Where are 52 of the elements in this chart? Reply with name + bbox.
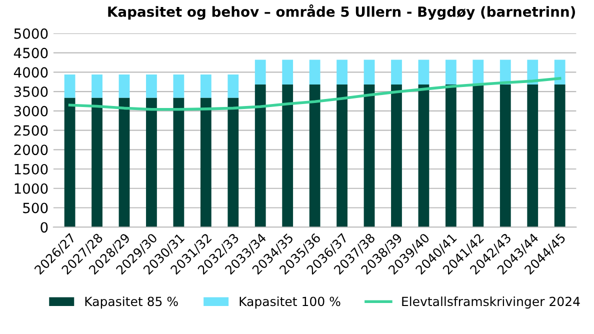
bar bbox=[336, 84, 348, 228]
y-tick-label: 3500 bbox=[14, 86, 48, 97]
bar bbox=[364, 60, 375, 85]
bar bbox=[472, 60, 484, 85]
bar bbox=[282, 60, 294, 85]
y-tick-label: 4500 bbox=[14, 48, 48, 58]
bar bbox=[391, 60, 402, 85]
bar bbox=[336, 60, 348, 85]
bar bbox=[146, 74, 157, 98]
y-tick-label: 2500 bbox=[14, 125, 48, 136]
bar bbox=[118, 98, 130, 228]
bar bbox=[64, 98, 76, 228]
bar bbox=[418, 84, 430, 228]
bar bbox=[173, 74, 184, 98]
y-tick-label: 1000 bbox=[14, 183, 48, 194]
bar bbox=[92, 74, 102, 98]
legend-label: Kapasitet 100 % bbox=[240, 296, 340, 309]
bar bbox=[118, 74, 130, 98]
y-tick-label: 3000 bbox=[14, 106, 48, 116]
bar bbox=[418, 60, 430, 85]
bar bbox=[309, 84, 320, 228]
bar bbox=[254, 84, 266, 228]
y-tick-label: 5000 bbox=[14, 28, 48, 39]
bar bbox=[364, 84, 375, 228]
bar bbox=[173, 98, 184, 228]
bar bbox=[200, 98, 212, 228]
bar bbox=[254, 60, 266, 85]
bar bbox=[92, 98, 102, 228]
chart-title: Kapasitet og behov – område 5 Ullern - Bygdøy (barnetrinn) bbox=[108, 4, 575, 20]
bar bbox=[228, 74, 239, 98]
legend-label: Elevtallsframskrivinger 2024 bbox=[402, 296, 580, 309]
bar bbox=[554, 84, 566, 228]
bar bbox=[446, 84, 456, 228]
y-tick-label: 1500 bbox=[14, 164, 48, 174]
bar bbox=[282, 84, 294, 228]
y-tick-label: 500 bbox=[23, 202, 48, 214]
bar bbox=[500, 84, 511, 228]
bar bbox=[554, 60, 566, 85]
bar bbox=[391, 84, 402, 228]
y-tick-label: 0 bbox=[40, 222, 48, 233]
y-tick-label: 4000 bbox=[14, 67, 48, 78]
bar bbox=[446, 60, 456, 85]
bar bbox=[228, 98, 239, 228]
line-series bbox=[68, 76, 562, 111]
bar bbox=[309, 60, 320, 85]
bar bbox=[64, 74, 76, 98]
bar bbox=[527, 84, 538, 228]
bar bbox=[146, 98, 157, 228]
legend-label: Kapasitet 85 % bbox=[85, 296, 178, 309]
y-tick-label: 2000 bbox=[14, 144, 48, 156]
bar bbox=[472, 84, 484, 228]
bar bbox=[200, 74, 212, 98]
